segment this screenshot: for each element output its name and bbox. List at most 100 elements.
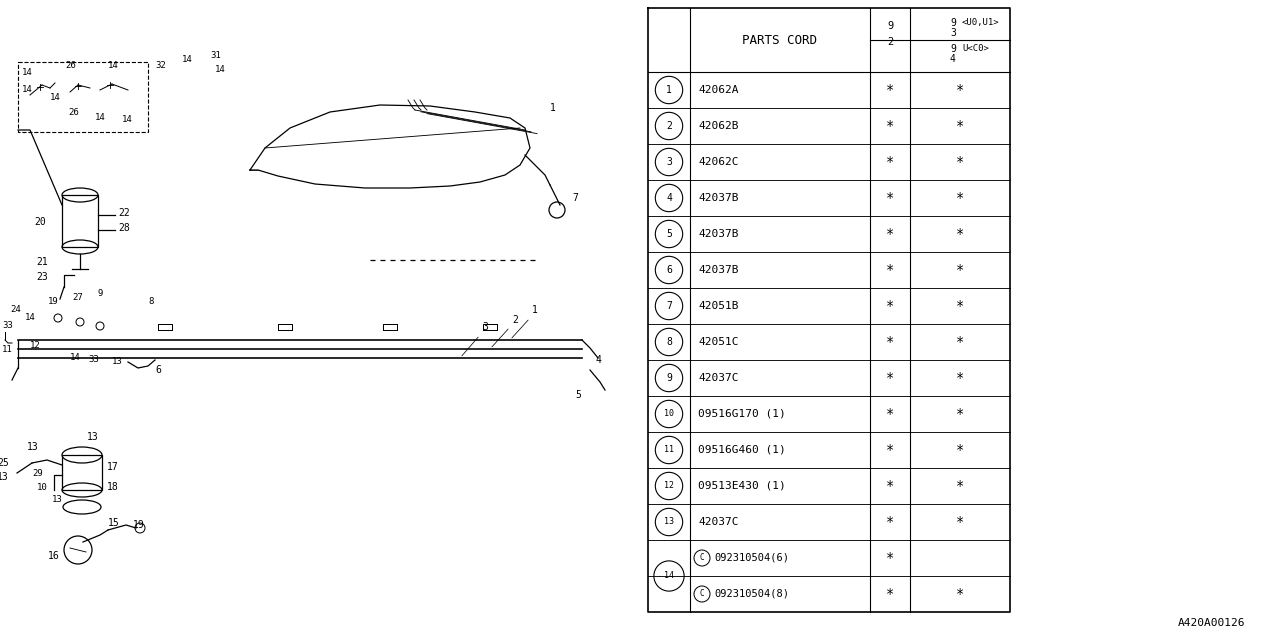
Text: 42062B: 42062B xyxy=(698,121,739,131)
Text: 26: 26 xyxy=(65,61,76,70)
Text: 8: 8 xyxy=(148,298,154,307)
Text: *: * xyxy=(886,335,895,349)
Text: 3: 3 xyxy=(950,28,956,38)
Text: 1: 1 xyxy=(550,103,556,113)
Text: 11: 11 xyxy=(3,346,13,355)
Text: *: * xyxy=(956,299,964,313)
Text: 21: 21 xyxy=(36,257,49,267)
Text: 092310504(6): 092310504(6) xyxy=(714,553,788,563)
Text: 42051C: 42051C xyxy=(698,337,739,347)
Text: 32: 32 xyxy=(155,61,165,70)
Text: 14: 14 xyxy=(22,68,33,77)
Text: 42062C: 42062C xyxy=(698,157,739,167)
Text: 4: 4 xyxy=(595,355,600,365)
Text: 9: 9 xyxy=(950,44,956,54)
Text: 3: 3 xyxy=(483,322,488,332)
Text: 23: 23 xyxy=(36,272,49,282)
Text: 10: 10 xyxy=(664,410,675,419)
Text: 09516G460 (1): 09516G460 (1) xyxy=(698,445,786,455)
Text: 18: 18 xyxy=(108,482,119,492)
Text: 16: 16 xyxy=(49,551,60,561)
Text: 14: 14 xyxy=(664,572,675,580)
Text: 14: 14 xyxy=(70,353,81,362)
Text: 14: 14 xyxy=(108,61,119,70)
Text: 42037B: 42037B xyxy=(698,193,739,203)
Text: PARTS CORD: PARTS CORD xyxy=(742,33,818,47)
Text: 14: 14 xyxy=(215,65,225,74)
Text: 42037C: 42037C xyxy=(698,373,739,383)
Text: 14: 14 xyxy=(95,113,106,122)
Text: *: * xyxy=(956,335,964,349)
Text: 1: 1 xyxy=(666,85,672,95)
Text: C: C xyxy=(700,554,704,563)
Text: *: * xyxy=(956,191,964,205)
Text: *: * xyxy=(886,371,895,385)
Text: C: C xyxy=(700,589,704,598)
Text: *: * xyxy=(956,119,964,133)
Text: *: * xyxy=(886,515,895,529)
Text: *: * xyxy=(886,479,895,493)
Text: 13: 13 xyxy=(0,472,9,482)
Text: *: * xyxy=(886,191,895,205)
Text: *: * xyxy=(886,155,895,169)
Text: 14: 14 xyxy=(50,93,60,102)
Text: 13: 13 xyxy=(27,442,38,452)
Text: 8: 8 xyxy=(666,337,672,347)
Text: 33: 33 xyxy=(3,321,13,330)
Text: 26: 26 xyxy=(68,108,79,117)
Text: *: * xyxy=(886,227,895,241)
Text: 092310504(8): 092310504(8) xyxy=(714,589,788,599)
Text: 14: 14 xyxy=(122,115,133,124)
Text: *: * xyxy=(956,83,964,97)
Text: *: * xyxy=(956,515,964,529)
Bar xyxy=(61,455,102,490)
Text: *: * xyxy=(956,443,964,457)
Text: <U0,U1>: <U0,U1> xyxy=(963,18,1000,27)
Text: 7: 7 xyxy=(572,193,577,203)
Text: 09513E430 (1): 09513E430 (1) xyxy=(698,481,786,491)
Text: 42051B: 42051B xyxy=(698,301,739,311)
Text: *: * xyxy=(956,371,964,385)
Text: 5: 5 xyxy=(575,390,581,400)
Text: 2: 2 xyxy=(512,315,518,325)
Text: 42037B: 42037B xyxy=(698,229,739,239)
Text: *: * xyxy=(956,587,964,601)
Text: 9: 9 xyxy=(887,21,893,31)
Text: 20: 20 xyxy=(35,217,46,227)
Text: *: * xyxy=(886,299,895,313)
Text: A420A00126: A420A00126 xyxy=(1178,618,1245,628)
Text: 27: 27 xyxy=(72,292,83,301)
Text: *: * xyxy=(886,119,895,133)
Text: 11: 11 xyxy=(664,445,675,454)
Text: 17: 17 xyxy=(108,462,119,472)
Text: 42062A: 42062A xyxy=(698,85,739,95)
Text: 13: 13 xyxy=(113,358,123,367)
Text: *: * xyxy=(886,263,895,277)
Text: *: * xyxy=(886,407,895,421)
Text: *: * xyxy=(886,587,895,601)
Text: 9: 9 xyxy=(666,373,672,383)
Text: 1: 1 xyxy=(532,305,538,315)
Text: *: * xyxy=(956,407,964,421)
Text: 4: 4 xyxy=(666,193,672,203)
Text: 3: 3 xyxy=(666,157,672,167)
Text: 29: 29 xyxy=(32,468,42,477)
Text: 2: 2 xyxy=(666,121,672,131)
Text: *: * xyxy=(956,263,964,277)
Text: 14: 14 xyxy=(22,85,33,94)
Text: 12: 12 xyxy=(664,481,675,490)
Text: 6: 6 xyxy=(666,265,672,275)
Text: 13: 13 xyxy=(87,432,99,442)
Text: 09516G170 (1): 09516G170 (1) xyxy=(698,409,786,419)
Text: 2: 2 xyxy=(887,37,893,47)
Text: 19: 19 xyxy=(49,298,59,307)
Text: 42037C: 42037C xyxy=(698,517,739,527)
Text: 9: 9 xyxy=(950,18,956,28)
Text: 14: 14 xyxy=(26,314,36,323)
Text: 4: 4 xyxy=(950,54,956,64)
Bar xyxy=(18,62,148,132)
Text: 19: 19 xyxy=(133,520,145,530)
Text: 5: 5 xyxy=(666,229,672,239)
Text: 22: 22 xyxy=(118,208,129,218)
Text: *: * xyxy=(956,479,964,493)
